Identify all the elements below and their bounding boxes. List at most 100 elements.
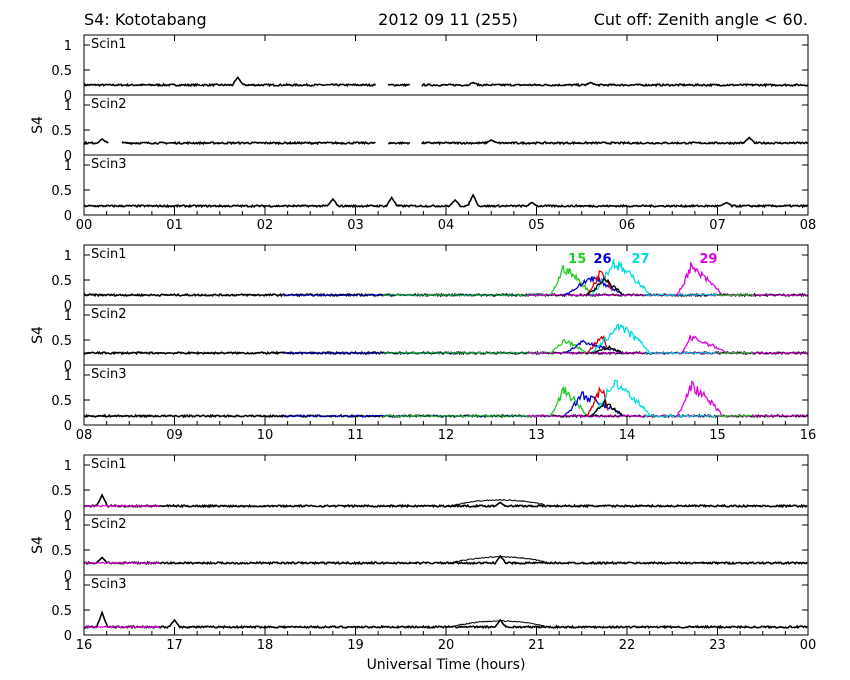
y-tick-label: 0	[64, 89, 72, 104]
y-tick-label: 0	[64, 569, 72, 584]
panel-frame	[83, 304, 809, 366]
x-tick-label: 20	[438, 638, 455, 653]
series-line-satellite	[382, 414, 555, 418]
panel-frame	[83, 94, 809, 156]
series-label: 15	[568, 252, 586, 267]
series-line-base	[84, 493, 808, 509]
series-line-event	[590, 379, 650, 417]
panel-traces	[84, 379, 808, 419]
x-tick-label: 12	[438, 428, 455, 443]
y-tick-label: 0	[64, 509, 72, 524]
x-tick-label: 02	[257, 218, 274, 233]
y-tick-label: 0.5	[51, 484, 72, 499]
panel-label: Scin1	[91, 247, 127, 262]
panel-frame	[83, 514, 809, 576]
series-line-satellite	[382, 293, 555, 297]
series-line-event	[549, 385, 587, 417]
x-tick-label: 16	[76, 638, 93, 653]
series-line-base	[421, 136, 808, 146]
series-label: 26	[594, 252, 612, 267]
y-tick-label: 1	[64, 99, 72, 114]
panel-traces	[84, 610, 808, 630]
x-tick-label: 10	[257, 428, 274, 443]
series-line-base	[84, 554, 808, 566]
y-tick-label: 0.5	[51, 394, 72, 409]
x-tick-label: 23	[709, 638, 726, 653]
y-tick-label: 1	[64, 159, 72, 174]
y-tick-label: 1	[64, 249, 72, 264]
y-axis-label: S4	[30, 326, 46, 344]
series-line-event	[549, 264, 591, 296]
series-line-event	[586, 334, 609, 354]
x-tick-label: 07	[709, 218, 726, 233]
station-title: S4: Kototabang	[84, 10, 207, 29]
x-tick-label: 15	[709, 428, 726, 443]
y-tick-label: 1	[64, 309, 72, 324]
y-tick-label: 0	[64, 149, 72, 164]
panel-traces	[84, 76, 808, 88]
x-tick-label: 00	[76, 218, 93, 233]
panel-traces	[84, 554, 808, 566]
x-tick-label: 08	[76, 428, 93, 443]
y-tick-label: 0.5	[51, 124, 72, 139]
y-tick-label: 0	[64, 299, 72, 314]
series-line-satellite	[644, 414, 717, 418]
series-line-base	[84, 193, 808, 209]
series-line-event	[590, 344, 623, 354]
panel-traces	[84, 259, 808, 298]
x-tick-label: 05	[528, 218, 545, 233]
series-line-base	[84, 138, 109, 146]
series-line-event	[585, 277, 623, 296]
x-tick-label: 13	[528, 428, 545, 443]
series-line-event	[585, 386, 609, 417]
panel-traces	[84, 193, 808, 209]
y-tick-label: 0.5	[51, 604, 72, 619]
panel-traces	[84, 136, 808, 146]
series-line-base	[84, 610, 808, 630]
x-tick-label: 21	[528, 638, 545, 653]
x-tick-label: 08	[800, 218, 817, 233]
y-tick-label: 0.5	[51, 334, 72, 349]
y-tick-label: 0	[64, 209, 72, 224]
series-label: 29	[699, 252, 717, 267]
series-line-base	[387, 141, 411, 146]
x-tick-label: 09	[166, 428, 183, 443]
series-line-satellite	[717, 293, 754, 297]
panel-traces	[84, 493, 808, 509]
panel-traces	[84, 323, 808, 356]
panel-label: Scin3	[91, 157, 127, 172]
series-line-base	[421, 81, 808, 88]
y-axis-label: S4	[30, 536, 46, 554]
y-tick-label: 0.5	[51, 274, 72, 289]
x-tick-label: 14	[619, 428, 636, 443]
panel-label: Scin1	[91, 37, 127, 52]
series-line-event	[563, 275, 623, 296]
series-line-magenta	[84, 504, 161, 508]
series-line-satellite	[644, 293, 718, 297]
x-tick-label: 00	[800, 638, 817, 653]
series-line-event	[676, 261, 722, 296]
x-tick-label: 18	[257, 638, 274, 653]
series-line-satellite	[527, 293, 808, 297]
x-tick-label: 04	[438, 218, 455, 233]
series-line-event	[590, 323, 650, 354]
x-tick-label: 01	[166, 218, 183, 233]
series-line-event	[676, 379, 722, 417]
y-tick-label: 0.5	[51, 64, 72, 79]
x-axis-label: Universal Time (hours)	[367, 657, 526, 673]
series-line-base	[84, 76, 377, 88]
date-label: 2012 09 11 (255)	[378, 10, 518, 29]
panel-label: Scin1	[91, 457, 127, 472]
x-tick-label: 06	[619, 218, 636, 233]
y-tick-label: 0	[64, 419, 72, 434]
series-line-event	[681, 335, 726, 354]
panel-label: Scin3	[91, 577, 127, 592]
panel-label: Scin2	[91, 307, 127, 322]
series-line-event	[549, 338, 587, 354]
series-label: 27	[632, 252, 650, 267]
y-tick-label: 1	[64, 39, 72, 54]
y-tick-label: 1	[64, 459, 72, 474]
series-line-magenta	[84, 625, 161, 629]
